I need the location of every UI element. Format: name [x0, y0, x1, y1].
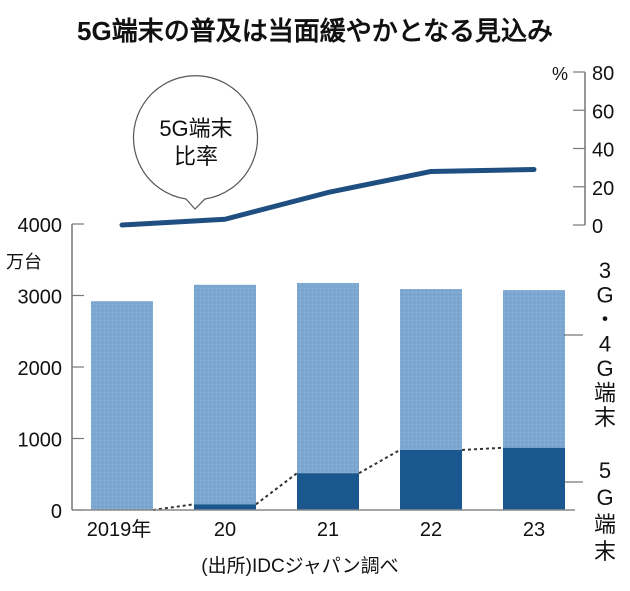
bubble-label-line1: 5G端末 — [159, 116, 232, 141]
series-label-char: G — [596, 356, 613, 381]
right-tick-label: 60 — [592, 101, 614, 123]
connector-line — [152, 503, 195, 511]
right-tick-label: 0 — [592, 216, 603, 238]
bubble-shape — [132, 75, 259, 210]
connector-line — [255, 472, 298, 506]
left-tick-label: 2000 — [18, 358, 63, 380]
connector-line — [461, 446, 504, 451]
chart-title: 5G端末の普及は当面緩やかとなる見込み — [77, 16, 553, 46]
left-tick-label: 1000 — [18, 430, 63, 452]
bar-3g4g — [297, 282, 359, 474]
x-tick-label: 21 — [317, 519, 339, 541]
series-label-char: 末 — [594, 539, 616, 564]
series-label-char: ・ — [594, 307, 616, 332]
x-tick-label: 20 — [214, 519, 236, 541]
series-label-char: 4 — [599, 332, 611, 357]
right-tick-label: 80 — [592, 63, 614, 85]
x-tick-label: 22 — [420, 519, 442, 541]
source-note: (出所)IDCジャパン調べ — [201, 555, 398, 577]
bar-3g4g — [503, 290, 565, 448]
bar-3g4g — [91, 301, 153, 510]
series-label-char: 末 — [594, 405, 616, 430]
series-label-char: G — [596, 485, 613, 510]
series-label-char: 3 — [599, 258, 611, 283]
bar-5g — [297, 473, 359, 510]
bar-5g — [194, 504, 256, 510]
connector-line — [358, 449, 401, 475]
left-tick-label: 3000 — [18, 287, 63, 309]
right-tick-label: 40 — [592, 140, 614, 162]
x-tick-label: 23 — [523, 519, 545, 541]
left-axis: 万台 0 1000 2000 3000 4000 — [6, 215, 84, 523]
right-tick-label: 20 — [592, 178, 614, 200]
bubble-label-line2: 比率 — [174, 144, 218, 169]
line-label-bubble: 5G端末 比率 — [132, 75, 259, 210]
series-label-char: 5 — [599, 458, 611, 483]
right-axis: % 0 20 40 60 80 — [552, 63, 614, 238]
bar-3g4g — [194, 284, 256, 505]
bar-3g4g — [400, 289, 462, 450]
left-tick-label: 0 — [51, 501, 62, 523]
right-axis-unit: % — [552, 64, 568, 84]
bar-5g — [400, 449, 462, 510]
left-axis-unit: 万台 — [6, 252, 42, 272]
bar-5g — [503, 447, 565, 510]
left-tick-label: 4000 — [18, 215, 63, 237]
series-label-char: 端 — [594, 512, 616, 537]
series-label-char: 端 — [594, 381, 616, 406]
series-label-char: G — [596, 283, 613, 308]
x-tick-label: 2019年 — [87, 518, 152, 541]
